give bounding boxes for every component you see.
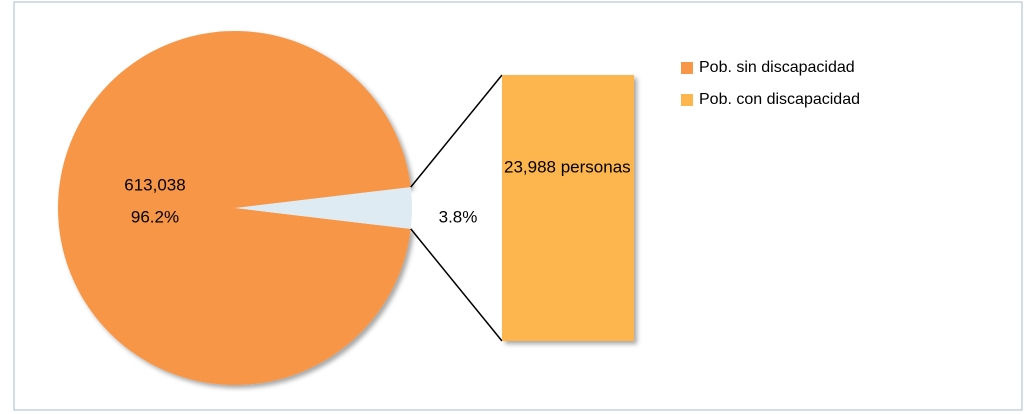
- bar: [502, 75, 634, 341]
- data-label: 96.2%: [131, 207, 179, 226]
- legend-label: Pob. con discapacidad: [699, 91, 860, 108]
- connector-line: [410, 228, 503, 342]
- pie-slice: [58, 30, 411, 386]
- plot: 613,038 96.2% 3.8% 23,988 personas Pob. sin …: [58, 30, 860, 386]
- legend-swatch: [681, 94, 693, 106]
- legend-label: Pob. sin discapacidad: [699, 59, 855, 76]
- data-label: 613,038: [124, 175, 185, 194]
- connector-line: [410, 74, 503, 188]
- legend-swatch: [681, 62, 693, 74]
- pie-slice: [235, 187, 412, 229]
- data-label: 3.8%: [439, 207, 478, 226]
- data-label: 23,988 personas: [504, 157, 631, 176]
